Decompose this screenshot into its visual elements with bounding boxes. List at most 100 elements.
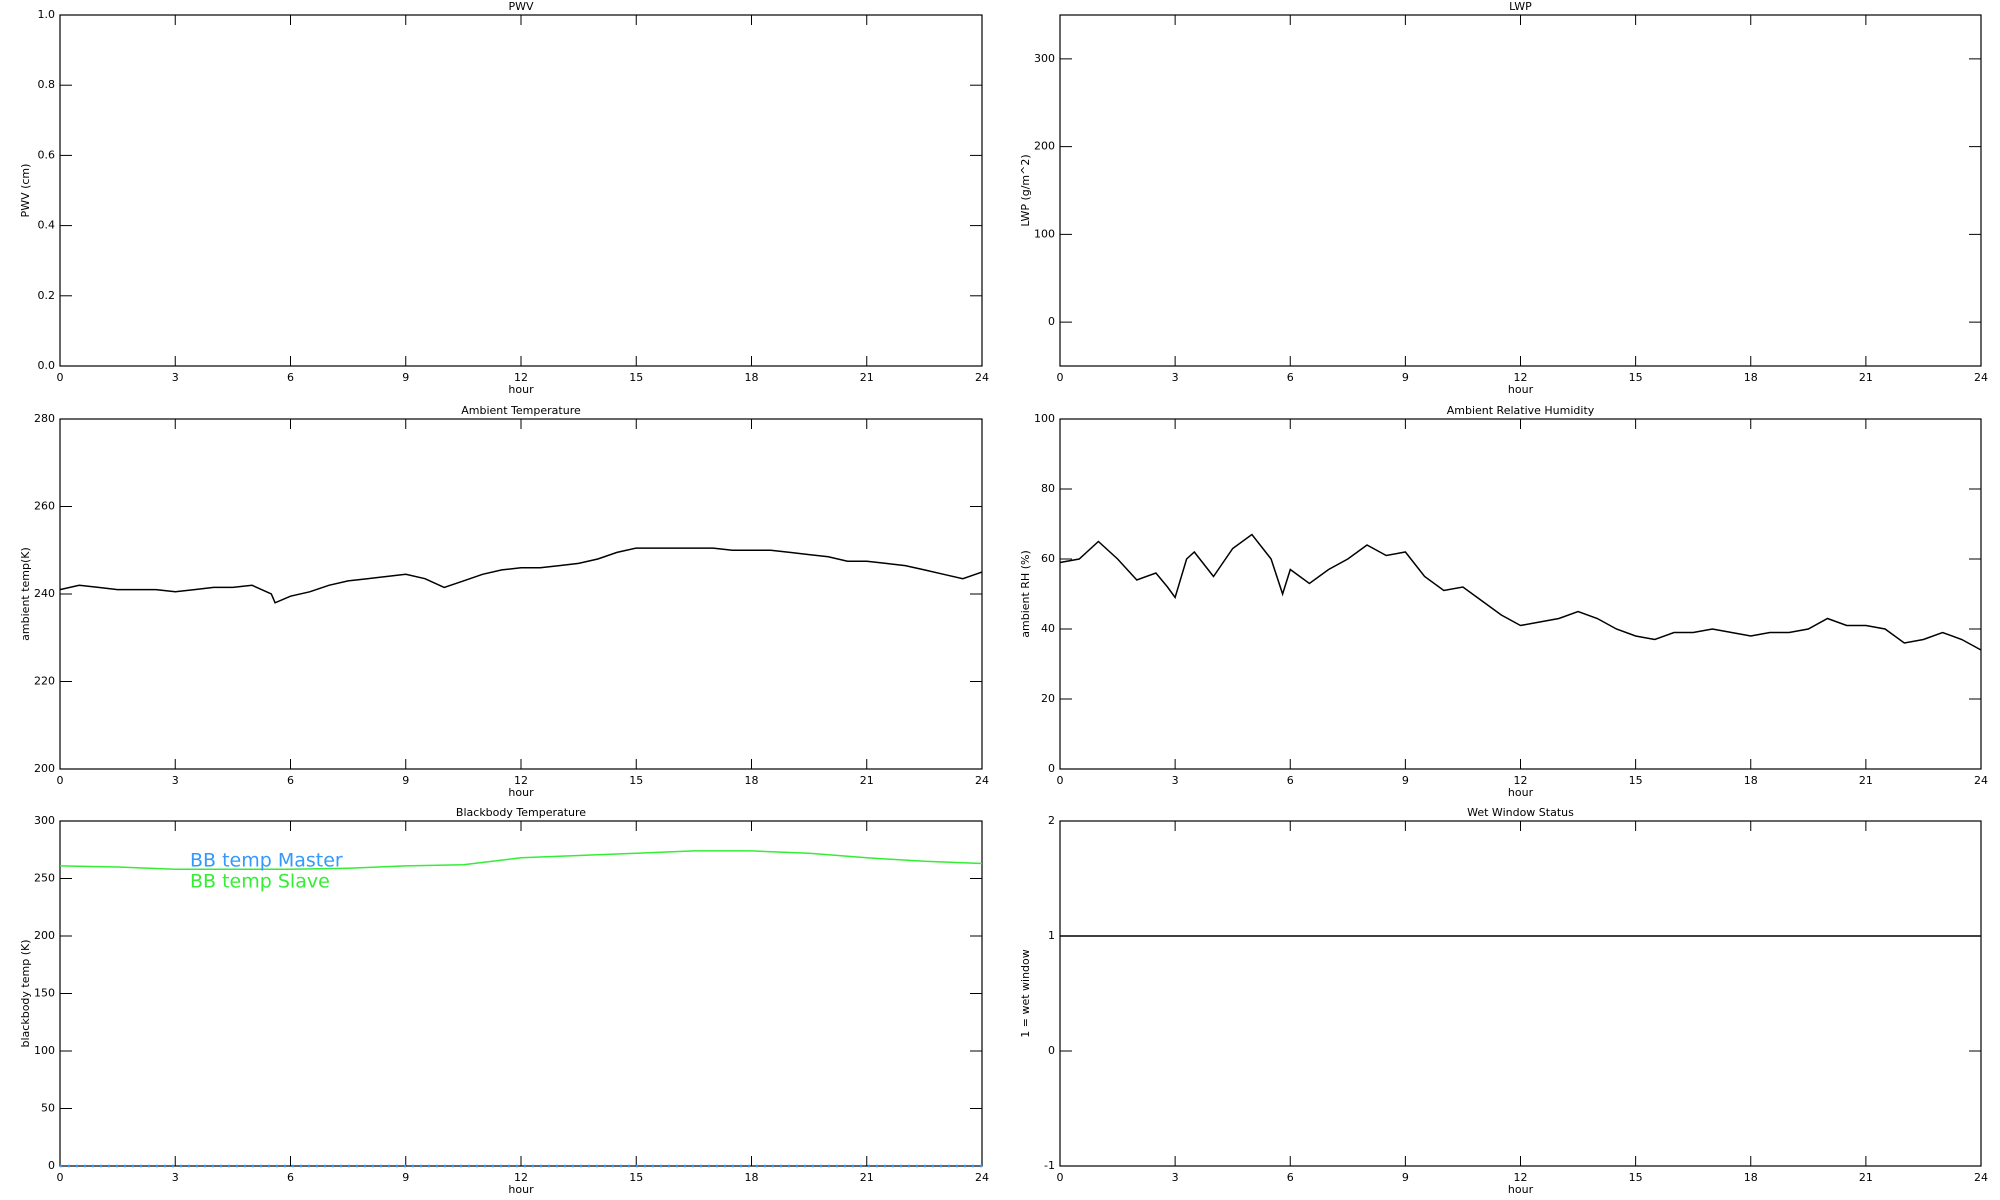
x-axis-label: hour	[508, 383, 534, 396]
chart-title: PWV	[508, 0, 534, 13]
y-tick-label: 200	[1034, 140, 1055, 153]
y-tick-label: 200	[34, 762, 55, 775]
x-tick-label: 9	[402, 774, 409, 787]
x-tick-label: 0	[57, 774, 64, 787]
x-tick-label: 6	[1287, 371, 1294, 384]
y-tick-label: 20	[1041, 692, 1055, 705]
y-tick-label: 0	[1048, 315, 1055, 328]
x-tick-label: 24	[1974, 371, 1988, 384]
x-tick-label: 12	[514, 774, 528, 787]
x-tick-label: 12	[514, 1171, 528, 1184]
x-tick-label: 12	[1514, 371, 1528, 384]
x-tick-label: 18	[1744, 371, 1758, 384]
x-axis-label: hour	[1508, 1183, 1534, 1196]
y-tick-label: 0.2	[38, 289, 56, 302]
y-tick-label: 0.8	[38, 78, 56, 91]
y-tick-label: 100	[1034, 412, 1055, 425]
chart-title: Ambient Temperature	[461, 404, 581, 417]
plot-frame	[1059, 14, 1982, 367]
x-tick-label: 3	[1172, 1171, 1179, 1184]
plot-frame	[1059, 418, 1982, 770]
y-tick-label: 220	[34, 675, 55, 688]
y-axis-label: LWP (g/m^2)	[1019, 154, 1032, 226]
plot-frame	[59, 14, 983, 367]
x-tick-label: 9	[402, 1171, 409, 1184]
series-line	[59, 547, 983, 604]
x-axis-label: hour	[508, 1183, 534, 1196]
y-tick-label: 40	[1041, 622, 1055, 635]
x-tick-label: 24	[975, 774, 989, 787]
y-tick-label: 50	[41, 1102, 55, 1115]
y-tick-label: 1.0	[38, 8, 56, 21]
x-tick-label: 24	[975, 1171, 989, 1184]
chart-title: LWP	[1509, 0, 1532, 13]
y-tick-label: 80	[1041, 482, 1055, 495]
x-tick-label: 3	[1172, 371, 1179, 384]
x-tick-label: 21	[1859, 774, 1873, 787]
x-tick-label: 6	[287, 774, 294, 787]
x-tick-label: 0	[1057, 774, 1064, 787]
y-axis-label: ambient temp(K)	[19, 547, 32, 641]
y-tick-label: 60	[1041, 552, 1055, 565]
x-tick-label: 0	[1057, 371, 1064, 384]
y-tick-label: 100	[1034, 227, 1055, 240]
x-tick-label: 24	[1974, 1171, 1988, 1184]
y-tick-label: 280	[34, 412, 55, 425]
y-tick-label: 0	[48, 1159, 55, 1172]
x-tick-label: 24	[975, 371, 989, 384]
y-tick-label: 0.6	[38, 148, 56, 161]
plot-frame	[1059, 820, 1982, 1167]
x-tick-label: 21	[1859, 371, 1873, 384]
x-axis-label: hour	[508, 786, 534, 799]
y-tick-label: 260	[34, 500, 55, 513]
y-tick-label: 100	[34, 1044, 55, 1057]
x-tick-label: 9	[1402, 774, 1409, 787]
y-tick-label: 2	[1048, 814, 1055, 827]
chart-title: Blackbody Temperature	[456, 806, 586, 819]
x-tick-label: 9	[1402, 371, 1409, 384]
legend-entry: BB temp Master	[190, 850, 343, 872]
y-tick-label: 300	[34, 814, 55, 827]
x-tick-label: 18	[745, 371, 759, 384]
x-tick-label: 3	[172, 774, 179, 787]
y-tick-label: -1	[1044, 1159, 1055, 1172]
y-tick-label: 0	[1048, 1044, 1055, 1057]
y-tick-label: 200	[34, 929, 55, 942]
chart-title: Ambient Relative Humidity	[1447, 404, 1595, 417]
x-tick-label: 21	[1859, 1171, 1873, 1184]
x-tick-label: 15	[629, 371, 643, 384]
x-tick-label: 0	[57, 371, 64, 384]
x-tick-label: 21	[860, 774, 874, 787]
y-tick-label: 250	[34, 872, 55, 885]
x-tick-label: 12	[1514, 1171, 1528, 1184]
y-axis-label: PWV (cm)	[19, 164, 32, 218]
x-tick-label: 6	[287, 1171, 294, 1184]
y-tick-label: 300	[1034, 52, 1055, 65]
y-tick-label: 0.4	[38, 219, 56, 232]
x-tick-label: 9	[402, 371, 409, 384]
y-tick-label: 150	[34, 987, 55, 1000]
y-tick-label: 1	[1048, 929, 1055, 942]
x-tick-label: 15	[629, 1171, 643, 1184]
x-tick-label: 18	[745, 1171, 759, 1184]
x-tick-label: 6	[287, 371, 294, 384]
x-tick-label: 12	[1514, 774, 1528, 787]
x-tick-label: 12	[514, 371, 528, 384]
y-tick-label: 240	[34, 587, 55, 600]
x-tick-label: 6	[1287, 1171, 1294, 1184]
x-tick-label: 24	[1974, 774, 1988, 787]
legend-entry: BB temp Slave	[190, 871, 330, 893]
x-tick-label: 21	[860, 1171, 874, 1184]
x-tick-label: 3	[172, 371, 179, 384]
x-tick-label: 18	[745, 774, 759, 787]
x-tick-label: 15	[1629, 1171, 1643, 1184]
x-axis-label: hour	[1508, 786, 1534, 799]
y-tick-label: 0	[1048, 762, 1055, 775]
x-tick-label: 21	[860, 371, 874, 384]
chart-title: Wet Window Status	[1467, 806, 1574, 819]
y-axis-label: ambient RH (%)	[1019, 550, 1032, 638]
x-tick-label: 0	[57, 1171, 64, 1184]
x-tick-label: 18	[1744, 1171, 1758, 1184]
x-tick-label: 0	[1057, 1171, 1064, 1184]
